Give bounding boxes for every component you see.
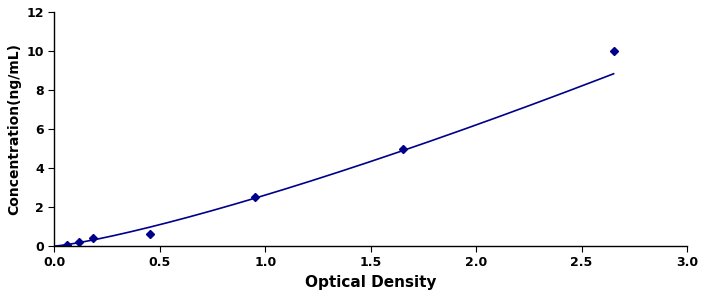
Y-axis label: Concentration(ng/mL): Concentration(ng/mL): [7, 43, 21, 215]
X-axis label: Optical Density: Optical Density: [305, 275, 436, 290]
